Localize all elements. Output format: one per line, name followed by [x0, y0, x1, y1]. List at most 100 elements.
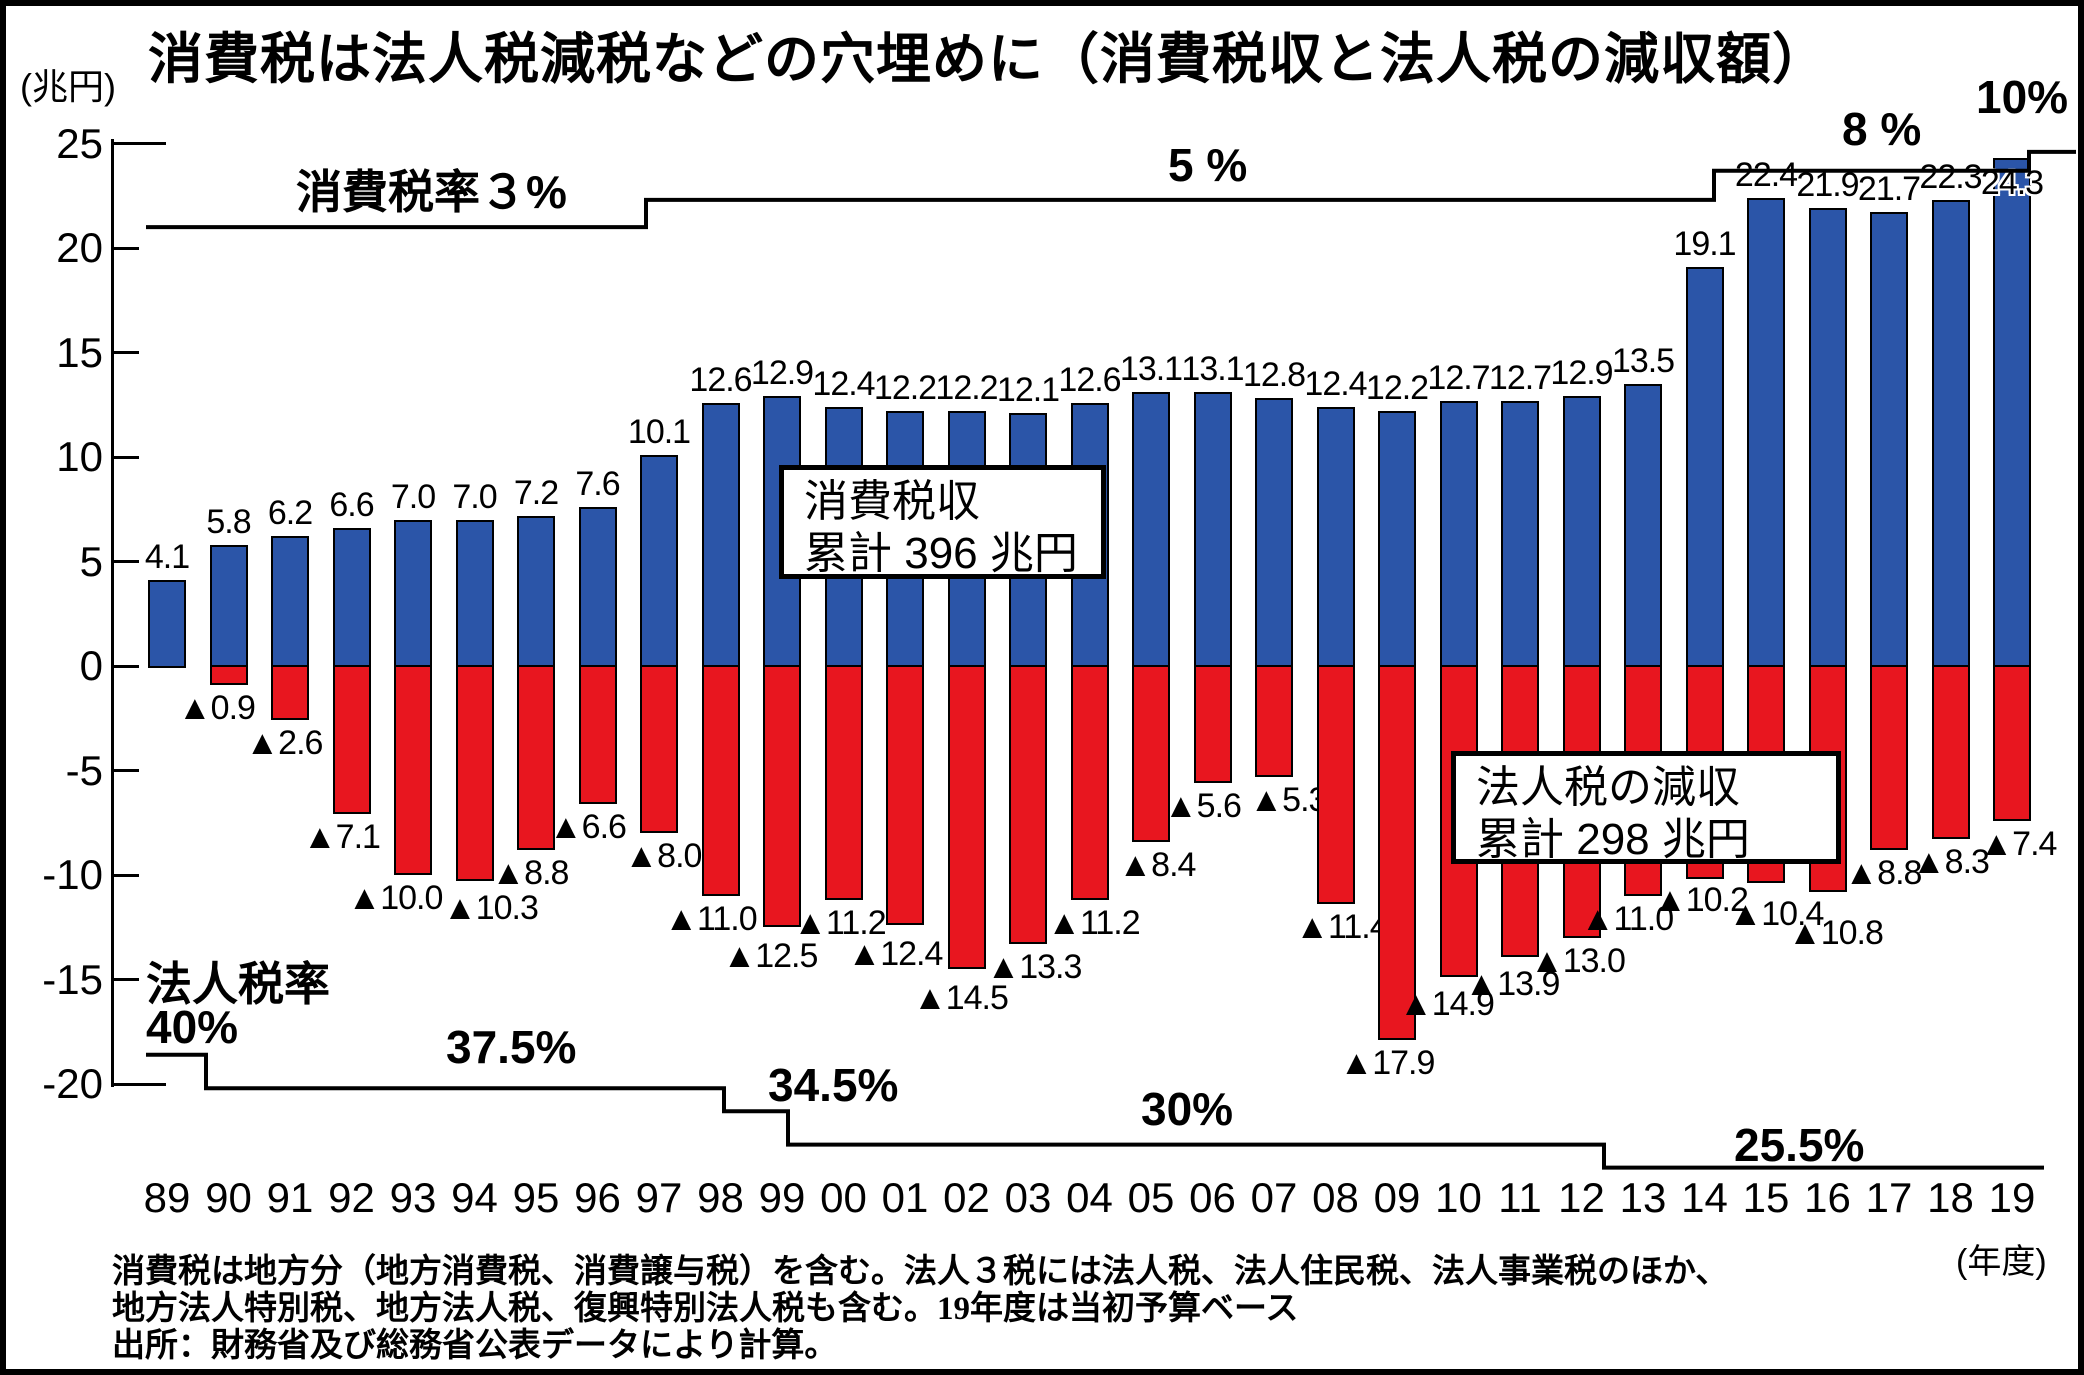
x-axis-year-label: 96 [574, 1174, 621, 1221]
y-tick [111, 769, 139, 772]
bar-corporate-loss-01 [886, 665, 924, 925]
corporate-rate-label-30%: 30% [1141, 1083, 1234, 1135]
consumption-rate-label-3%: 消費税率３% [296, 166, 567, 218]
bar-value-label: 12.6 [689, 361, 752, 399]
x-axis-year-label: 05 [1127, 1174, 1175, 1221]
bar-value-label: 7.6 [575, 465, 620, 503]
bar-value-label: 12.7 [1427, 359, 1490, 397]
bar-value-label: 12.8 [1242, 356, 1306, 394]
y-tick [111, 560, 139, 563]
y-tick-label: 10 [56, 433, 103, 480]
bar-corporate-loss-17 [1870, 665, 1908, 850]
x-axis-year-label: 91 [266, 1174, 314, 1221]
bar-negative-label: ▲11.0 [664, 900, 757, 938]
bar-consumption-12 [1562, 396, 1601, 668]
bar-value-label: 10.1 [627, 413, 691, 451]
bar-value-label: 12.4 [1304, 365, 1367, 403]
annotation-box-corporate-total: 法人税の減収 累計 298 兆円 [1451, 751, 1841, 864]
y-tick [111, 1082, 166, 1086]
y-tick-label: -15 [42, 955, 103, 1003]
bar-corporate-loss-98 [701, 665, 740, 896]
consumption-rate-label-8%: 8 % [1842, 103, 1922, 155]
x-axis-year-label: 89 [143, 1174, 191, 1221]
x-axis-year-label: 95 [512, 1174, 560, 1221]
annotation-text: 消費税収 [804, 477, 980, 526]
annotation-text: 累計 396 兆円 [804, 529, 1078, 578]
corporate-rate-label-34.5%: 34.5% [768, 1059, 899, 1111]
x-axis-year-label: 16 [1804, 1174, 1851, 1221]
x-axis-year-label: 00 [820, 1174, 867, 1221]
bar-value-label: 12.2 [935, 369, 998, 407]
bar-negative-label: ▲8.4 [1118, 846, 1197, 884]
bar-negative-label: ▲14.5 [913, 979, 1009, 1017]
x-axis-year-label: 03 [1004, 1174, 1052, 1221]
bar-consumption-97 [640, 455, 678, 668]
page-title: 消費税は法人税減税などの穴埋めに（消費税収と法人税の減収額） [148, 28, 1829, 90]
corporate-rate-label-25.5%: 25.5% [1734, 1119, 1865, 1171]
bar-consumption-95 [517, 516, 555, 668]
x-axis-year-label: 07 [1250, 1174, 1298, 1221]
bar-negative-label: ▲2.6 [245, 724, 324, 762]
bar-corporate-loss-94 [455, 665, 494, 881]
consumption-rate-label-10%: 10% [1976, 71, 2069, 123]
bar-corporate-loss-99 [763, 665, 801, 927]
bar-negative-label: ▲10.2 [1653, 881, 1749, 919]
bar-value-label: 12.2 [873, 369, 937, 407]
bar-value-label: 24.3 [1980, 164, 2044, 202]
x-axis-year-label: 93 [389, 1174, 437, 1221]
bar-negative-label: ▲5.6 [1164, 787, 1242, 825]
annotation-text: 累計 298 兆円 [1476, 815, 1750, 864]
bar-value-label: 13.1 [1181, 350, 1244, 388]
bar-consumption-98 [701, 403, 740, 668]
y-tick-label: 15 [56, 328, 103, 376]
bar-corporate-loss-09 [1378, 665, 1416, 1040]
y-tick [111, 455, 139, 459]
consumption-rate-label-5%: 5 % [1168, 139, 1248, 191]
bar-negative-label: ▲13.0 [1530, 942, 1626, 980]
bar-consumption-15 [1747, 198, 1785, 668]
y-tick-label: -10 [42, 851, 103, 898]
y-tick [111, 664, 139, 668]
footnote-line: 消費税は地方分（地方消費税、消費譲与税）を含む。法人３税には法人税、法人住民税、… [112, 1254, 1729, 1290]
bar-corporate-loss-91 [271, 665, 309, 720]
bar-consumption-13 [1624, 384, 1662, 668]
corporate-rate-label-37.5%: 37.5% [446, 1021, 577, 1073]
x-axis-year-label: 99 [758, 1174, 806, 1221]
x-axis-year-label: 17 [1865, 1174, 1913, 1221]
bar-value-label: 6.2 [267, 494, 313, 532]
bar-corporate-loss-05 [1132, 665, 1170, 842]
annotation-text: 法人税の減収 [1476, 763, 1740, 812]
bar-corporate-loss-08 [1316, 665, 1355, 904]
y-tick-label: 20 [56, 224, 103, 271]
bar-value-label: 12.2 [1365, 369, 1429, 407]
bar-negative-label: ▲8.8 [491, 854, 570, 892]
y-axis-unit-label: (兆円) [20, 66, 116, 107]
bar-value-label: 19.1 [1673, 225, 1736, 263]
bar-value-label: 7.0 [452, 478, 497, 516]
x-axis-year-label: 01 [881, 1174, 929, 1221]
bar-negative-label: ▲11.2 [793, 904, 886, 942]
bar-corporate-loss-07 [1255, 665, 1293, 777]
bar-negative-label: ▲13.3 [986, 948, 1083, 986]
bar-consumption-89 [148, 580, 186, 668]
bar-negative-label: ▲14.9 [1399, 985, 1495, 1023]
x-axis-year-label: 94 [451, 1174, 498, 1221]
bar-corporate-loss-18 [1931, 665, 1970, 839]
x-axis-year-label: 19 [1988, 1174, 2036, 1221]
x-axis-year-label: 14 [1681, 1174, 1728, 1221]
bar-consumption-17 [1870, 212, 1908, 668]
x-axis-unit-label: (年度) [1956, 1243, 2047, 1281]
bar-negative-label: ▲10.0 [347, 879, 444, 917]
bar-consumption-09 [1378, 411, 1416, 668]
bar-corporate-loss-02 [947, 665, 986, 969]
x-axis-year-label: 10 [1435, 1174, 1482, 1221]
bar-negative-label: ▲11.4 [1295, 908, 1388, 946]
bar-value-label: 12.1 [996, 371, 1060, 409]
corporate-rate-title-line: 40% [146, 1001, 239, 1053]
bar-corporate-loss-06 [1193, 665, 1232, 783]
bar-negative-label: ▲5.3 [1249, 781, 1328, 819]
bar-corporate-loss-03 [1009, 665, 1047, 944]
footnote-line: 地方法人特別税、地方法人税、復興特別法人税も含む。19年度は当初予算ベース [112, 1291, 1299, 1327]
bar-corporate-loss-96 [578, 665, 617, 804]
bar-negative-label: ▲7.1 [303, 818, 381, 856]
